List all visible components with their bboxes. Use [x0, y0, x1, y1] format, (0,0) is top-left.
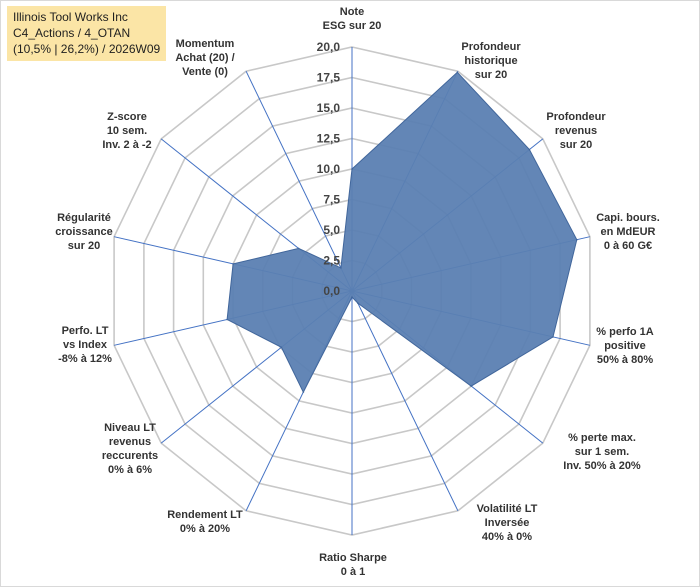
axis-label: Rendement LT 0% à 20%: [167, 509, 243, 535]
data-point: [357, 302, 359, 304]
axis-label-line: Régularité: [57, 212, 111, 224]
axis-label-line: 0 à 1: [341, 566, 365, 578]
axis-label-line: % perte max.: [568, 432, 636, 444]
data-point: [280, 346, 283, 349]
axis-label-line: -8% à 12%: [58, 353, 112, 365]
axis-label-line: en MdEUR: [601, 226, 656, 238]
radar-tick-labels: 0,0 2,5 5,0 7,5 10,0 12,5 15,0 17,5 20,0: [317, 40, 341, 298]
tick-label: 20,0: [317, 40, 341, 54]
axis-label: Perfo. LT vs Index -8% à 12%: [58, 325, 112, 365]
data-point: [351, 168, 353, 170]
data-point: [226, 318, 228, 321]
axis-label-line: Momentum: [176, 38, 235, 50]
data-point: [232, 263, 234, 265]
axis-label-line: Z-score: [107, 111, 147, 123]
axis-label-line: Capi. bours.: [596, 212, 660, 224]
tick-label: 2,5: [323, 254, 340, 268]
axis-label-line: revenus: [555, 125, 597, 137]
axis-label: Ratio Sharpe 0 à 1: [319, 552, 387, 578]
data-point: [552, 336, 554, 338]
data-point: [470, 385, 473, 387]
data-point: [297, 247, 300, 250]
tick-label: 0,0: [323, 284, 340, 298]
axis-label-line: Perfo. LT: [62, 325, 109, 337]
axis-label: Z-score 10 sem. Inv. 2 à -2: [102, 111, 151, 151]
axis-label-line: Profondeur: [461, 41, 521, 53]
chart-title-box: Illinois Tool Works Inc C4_Actions / 4_O…: [7, 6, 167, 61]
axis-label: Volatilité LT Inversée 40% à 0%: [477, 503, 538, 543]
axis-label: Momentum Achat (20) / Vente (0): [175, 38, 234, 78]
axis-label-line: Volatilité LT: [477, 503, 538, 515]
title-category: C4_Actions / 4_OTAN: [13, 26, 131, 40]
axis-label: Profondeur historique sur 20: [461, 41, 521, 81]
title-company: Illinois Tool Works Inc: [13, 10, 128, 24]
axis-label-line: Rendement LT: [167, 509, 243, 521]
tick-label: 15,0: [317, 101, 341, 115]
axis-label: Note ESG sur 20: [323, 6, 382, 32]
tick-label: 17,5: [317, 71, 341, 85]
axis-label-line: Achat (20) /: [175, 52, 234, 64]
data-series-area: [226, 71, 578, 394]
axis-label-line: sur 1 sem.: [575, 446, 629, 458]
axis-label: Régularité croissance sur 20: [55, 212, 112, 252]
axis-label-line: 10 sem.: [107, 125, 147, 137]
tick-label: 12,5: [317, 132, 341, 146]
title-stats: (10,5% | 26,2%) / 2026W09: [13, 42, 161, 56]
axis-label-line: Vente (0): [182, 66, 228, 78]
axis-label-line: croissance: [55, 226, 112, 238]
radar-data: [226, 71, 578, 394]
axis-label-line: historique: [464, 55, 517, 67]
axis-label-line: sur 20: [560, 139, 592, 151]
axis-label-line: vs Index: [63, 339, 108, 351]
axis-label-line: Profondeur: [546, 111, 606, 123]
tick-label: 10,0: [317, 162, 341, 176]
axis-label-line: % perfo 1A: [596, 326, 654, 338]
data-point: [456, 71, 459, 74]
axis-label-line: revenus: [109, 436, 151, 448]
axis-label: % perfo 1A positive 50% à 80%: [596, 326, 654, 366]
axis-spoke: [351, 290, 459, 512]
axis-label-line: Niveau LT: [104, 422, 156, 434]
axis-label: Capi. bours. en MdEUR 0 à 60 G€: [596, 212, 660, 252]
axis-label-line: 0% à 20%: [180, 523, 230, 535]
radar-axis-labels: Note ESG sur 20 Profondeur historique sur 20…: [55, 6, 660, 578]
axis-label: % perte max. sur 1 sem. Inv. 50% à 20%: [563, 432, 641, 472]
axis-label-line: Ratio Sharpe: [319, 552, 387, 564]
axis-label-line: ESG sur 20: [323, 20, 382, 32]
data-point: [340, 267, 342, 269]
data-point: [302, 391, 305, 393]
data-point: [576, 238, 578, 241]
axis-label-line: sur 20: [475, 69, 507, 81]
tick-label: 5,0: [323, 223, 340, 237]
axis-label-line: 40% à 0%: [482, 531, 532, 543]
data-point: [528, 148, 531, 151]
data-point: [351, 296, 353, 298]
axis-label-line: 0% à 6%: [108, 464, 152, 476]
axis-label-line: reccurents: [102, 450, 158, 462]
axis-label-line: Note: [340, 6, 364, 18]
axis-label-line: Inv. 2 à -2: [102, 139, 151, 151]
axis-label: Profondeur revenus sur 20: [546, 111, 606, 151]
axis-label-line: positive: [604, 340, 646, 352]
axis-label-line: Inv. 50% à 20%: [563, 460, 641, 472]
axis-label-line: Inversée: [485, 517, 530, 529]
axis-label-line: sur 20: [68, 240, 100, 252]
axis-label-line: 0 à 60 G€: [604, 240, 652, 252]
axis-label: Niveau LT revenus reccurents 0% à 6%: [102, 422, 158, 476]
axis-label-line: 50% à 80%: [597, 354, 653, 366]
tick-label: 7,5: [323, 193, 340, 207]
axis-spoke: [245, 70, 353, 292]
